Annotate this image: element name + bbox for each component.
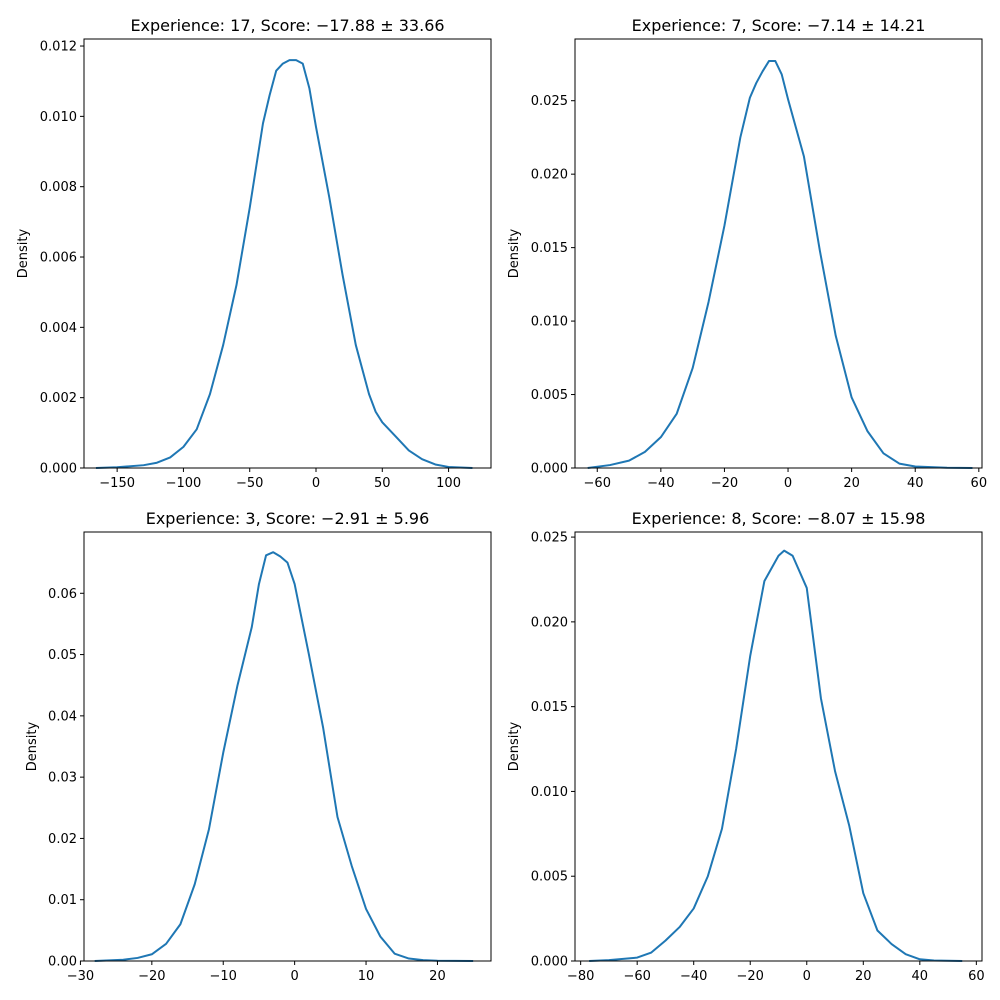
density-curve — [94, 551, 474, 962]
y-tick-label: 0.005 — [531, 388, 568, 403]
x-tick-label: 20 — [843, 476, 860, 491]
chart-title: Experience: 8, Score: −8.07 ± 15.98 — [632, 509, 926, 528]
x-tick-label: −60 — [584, 476, 611, 491]
x-tick-label: 0 — [312, 476, 320, 491]
x-tick-label: 20 — [855, 969, 872, 984]
x-tick-label: −10 — [210, 969, 237, 984]
x-tick-label: −150 — [99, 476, 135, 491]
x-tick-label: −30 — [67, 969, 94, 984]
x-tick-label: 20 — [429, 969, 446, 984]
y-tick-label: 0.05 — [48, 648, 77, 663]
density-curve — [95, 59, 473, 469]
x-tick-label: −60 — [623, 969, 650, 984]
x-tick-label: 0 — [290, 969, 298, 984]
y-tick-label: 0.020 — [531, 168, 568, 183]
y-tick-label: 0.008 — [40, 180, 77, 195]
y-tick-label: 0.006 — [40, 251, 77, 266]
x-tick-label: −40 — [680, 969, 707, 984]
y-tick-label: 0.015 — [531, 700, 568, 715]
plot-frame — [574, 531, 983, 962]
y-axis-label: Density — [507, 721, 522, 771]
y-tick-label: 0.004 — [40, 321, 77, 336]
y-tick-label: 0.00 — [48, 955, 77, 970]
y-tick-label: 0.010 — [40, 110, 77, 125]
chart-title: Experience: 3, Score: −2.91 ± 5.96 — [146, 509, 430, 528]
x-tick-label: −50 — [236, 476, 263, 491]
y-axis-label: Density — [507, 228, 522, 278]
density-curve — [589, 549, 963, 962]
x-tick-label: 60 — [968, 969, 985, 984]
chart-panel-4: −80 −60 −40 −20 0 20 40 60 0.000 0.005 0.010 0.015 0… — [507, 509, 985, 984]
x-tick-label: 0 — [803, 969, 811, 984]
y-tick-label: 0.015 — [531, 241, 568, 256]
y-tick-label: 0.01 — [48, 893, 77, 908]
y-tick-label: 0.010 — [531, 315, 568, 330]
x-tick-label: −20 — [711, 476, 738, 491]
y-tick-label: 0.06 — [48, 587, 77, 602]
x-tick-label: −40 — [647, 476, 674, 491]
x-tick-label: 40 — [907, 476, 924, 491]
y-tick-label: 0.02 — [48, 832, 77, 847]
x-tick-label: 100 — [436, 476, 461, 491]
y-tick-label: 0.03 — [48, 771, 77, 786]
plot-frame — [574, 38, 983, 469]
y-tick-label: 0.000 — [531, 955, 568, 970]
y-tick-label: 0.005 — [531, 870, 568, 885]
x-tick-label: 40 — [912, 969, 929, 984]
y-axis-label: Density — [16, 228, 31, 278]
y-tick-label: 0.000 — [531, 462, 568, 477]
chart-panel-1: −150 −100 −50 0 50 100 0.000 0.002 0.004 0.006 0.0… — [16, 16, 492, 491]
x-tick-label: 60 — [971, 476, 988, 491]
plot-frame — [83, 531, 492, 962]
chart-panel-2: −60 −40 −20 0 20 40 60 0.000 0.005 0.010 0.015 0.02… — [507, 16, 987, 491]
chart-title: Experience: 17, Score: −17.88 ± 33.66 — [130, 16, 444, 35]
y-tick-label: 0.020 — [531, 615, 568, 630]
density-curve — [587, 60, 973, 469]
y-tick-label: 0.000 — [40, 462, 77, 477]
y-tick-label: 0.025 — [531, 531, 568, 546]
y-tick-label: 0.025 — [531, 94, 568, 109]
chart-title: Experience: 7, Score: −7.14 ± 14.21 — [632, 16, 926, 35]
y-tick-label: 0.002 — [40, 391, 77, 406]
x-tick-label: 10 — [358, 969, 375, 984]
x-tick-label: −100 — [166, 476, 202, 491]
plot-frame — [83, 38, 492, 469]
x-tick-label: −80 — [567, 969, 594, 984]
x-tick-label: 0 — [784, 476, 792, 491]
y-tick-label: 0.04 — [48, 709, 77, 724]
y-tick-label: 0.012 — [40, 40, 77, 55]
y-tick-label: 0.010 — [531, 785, 568, 800]
x-tick-label: −20 — [138, 969, 165, 984]
x-tick-label: 50 — [374, 476, 391, 491]
chart-panel-3: −30 −20 −10 0 10 20 0.00 0.01 0.02 0.03 0.04 0.05 0.… — [25, 509, 492, 984]
x-tick-label: −20 — [737, 969, 764, 984]
y-axis-label: Density — [25, 721, 40, 771]
